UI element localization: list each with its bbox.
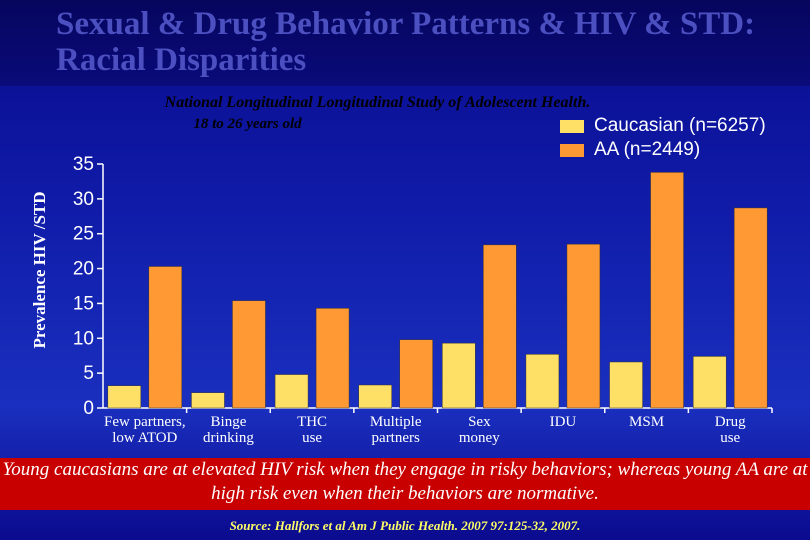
bar-aa	[733, 207, 768, 409]
title-band	[0, 0, 810, 86]
conclusion-banner: Young caucasians are at elevated HIV ris…	[0, 458, 810, 510]
x-category-label: use	[720, 430, 740, 446]
y-tick-label: 20	[73, 259, 94, 280]
bar-caucasian	[274, 374, 309, 409]
x-category-label: Few partners,	[104, 414, 186, 430]
bar-caucasian	[525, 354, 560, 409]
x-category-label: Binge	[211, 414, 247, 430]
y-tick-label: 10	[73, 328, 94, 349]
x-category-label: Sex	[468, 414, 491, 430]
legend-swatch-caucasian	[560, 119, 584, 133]
subtitle-study: National Longitudinal Longitudinal Study…	[164, 94, 591, 111]
x-category-label: money	[459, 430, 500, 446]
bar-caucasian	[107, 385, 142, 409]
x-category-label: THC	[297, 414, 327, 430]
slide-title: Sexual & Drug Behavior Patterns & HIV & …	[56, 6, 756, 78]
legend-swatch-aa	[560, 143, 584, 157]
x-category-label: IDU	[550, 414, 577, 430]
x-category-label: low ATOD	[112, 430, 177, 446]
subtitle-age: 18 to 26 years old	[193, 116, 302, 132]
bar-caucasian	[358, 384, 392, 409]
bar-aa	[483, 244, 517, 409]
y-tick-label: 35	[73, 154, 94, 175]
y-tick-label: 15	[73, 293, 94, 314]
legend-label-caucasian: Caucasian (n=6257)	[594, 115, 766, 136]
y-tick-label: 5	[83, 363, 94, 384]
bar-caucasian	[609, 361, 643, 409]
y-tick-label: 0	[83, 398, 94, 419]
x-category-label: drinking	[203, 430, 254, 446]
bar-aa	[399, 339, 433, 409]
y-tick-label: 30	[73, 189, 94, 210]
x-category-label: MSM	[629, 414, 664, 430]
bar-caucasian	[692, 356, 727, 409]
x-category-label: Multiple	[370, 414, 422, 430]
source-citation: Source: Hallfors et al Am J Public Healt…	[229, 518, 581, 533]
legend: Caucasian (n=6257) AA (n=2449)	[560, 114, 766, 162]
bar-aa	[148, 266, 183, 409]
x-category-label: partners	[372, 430, 420, 446]
bar-aa	[650, 172, 684, 409]
bar-aa	[232, 300, 266, 409]
legend-label-aa: AA (n=2449)	[594, 139, 701, 160]
bar-aa	[315, 308, 350, 409]
bar-aa	[566, 243, 601, 409]
x-category-label: Drug	[715, 414, 746, 430]
legend-item-caucasian: Caucasian (n=6257)	[560, 114, 766, 138]
x-category-label: use	[302, 430, 322, 446]
legend-item-aa: AA (n=2449)	[560, 138, 766, 162]
bar-caucasian	[442, 342, 476, 409]
y-tick-label: 25	[73, 224, 94, 245]
bar-caucasian	[191, 392, 225, 409]
